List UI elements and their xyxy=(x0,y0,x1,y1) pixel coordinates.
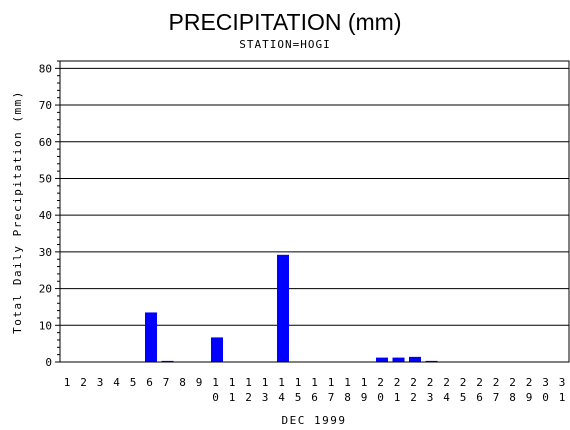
y-tick-label: 10 xyxy=(39,319,52,332)
y-axis-label: Total Daily Precipitation (mm) xyxy=(11,90,24,334)
y-tick-label: 0 xyxy=(45,356,52,369)
y-tick-label: 70 xyxy=(39,99,52,112)
bar-day-14 xyxy=(277,254,289,362)
x-tick-label: 6 xyxy=(146,376,153,389)
y-tick-label: 60 xyxy=(39,136,52,149)
x-tick-label: 3 xyxy=(97,376,104,389)
x-tick-label: 9 xyxy=(196,376,203,389)
x-tick-label: 5 xyxy=(130,376,137,389)
y-tick-label: 80 xyxy=(39,62,52,75)
plot-area-frame xyxy=(59,60,570,363)
x-tick-label: 8 xyxy=(179,376,186,389)
chart-subtitle: STATION=HOGI xyxy=(239,38,330,51)
bar-day-23 xyxy=(425,360,438,362)
grid-lines xyxy=(60,67,569,326)
bars xyxy=(145,254,438,362)
chart-title: PRECIPITATION (mm) xyxy=(169,9,402,35)
y-tick-label: 30 xyxy=(39,246,52,259)
bar-day-21 xyxy=(392,357,405,362)
bar-day-22 xyxy=(409,356,421,362)
bar-day-6 xyxy=(145,312,157,362)
y-axis: 0 10 20 30 40 50 60 70 80 xyxy=(39,60,60,369)
y-tick-label: 20 xyxy=(39,283,52,296)
y-tick-label: 50 xyxy=(39,172,52,185)
bar-day-7 xyxy=(161,360,174,362)
x-tick-label: 2 xyxy=(80,376,87,389)
bar-day-10 xyxy=(211,337,223,362)
x-tick-label: 1 xyxy=(64,376,71,389)
x-tick-label: 7 xyxy=(163,376,170,389)
x-axis-label: DEC 1999 xyxy=(282,414,347,427)
bar-day-20 xyxy=(376,357,388,362)
x-axis: 1 2 3 4 5 6 7 8 9 1 01 11 21 31 41 51 61 71 81 92 02 12 22 32 42… xyxy=(64,376,566,404)
x-tick-label: 4 xyxy=(113,376,120,389)
y-tick-label: 40 xyxy=(39,209,52,222)
